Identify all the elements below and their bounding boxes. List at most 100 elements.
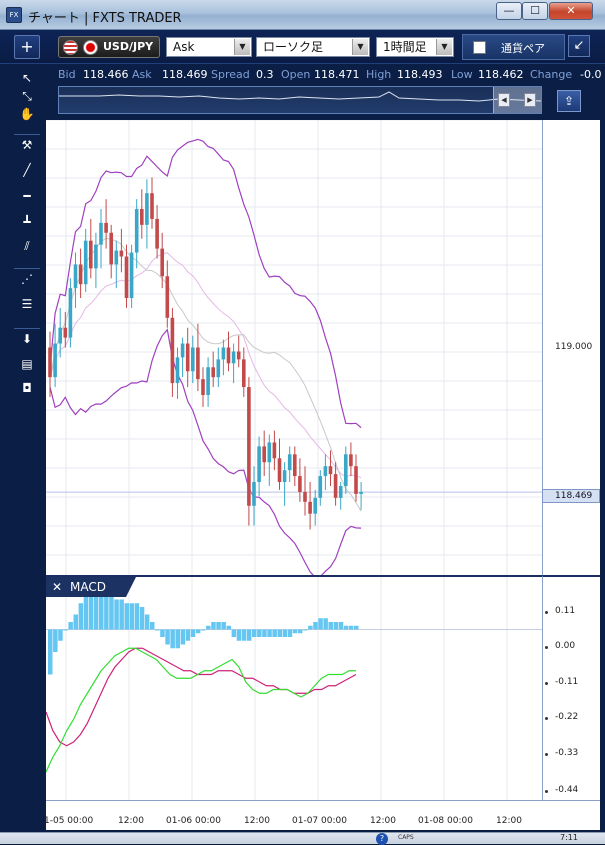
title-bar[interactable]: FX チャート | FXTS TRADER — ☐ ✕ (0, 0, 605, 30)
nav-left-icon[interactable]: ◀ (498, 93, 510, 107)
candle-body (349, 454, 353, 467)
hand-icon[interactable]: ✋ (19, 107, 35, 121)
macd-axis: 0.11 0.00 -0.11 -0.22 -0.33 -0.44 (542, 575, 600, 800)
macd-histogram-bar (206, 625, 211, 630)
low-value: 118.462 (478, 68, 524, 81)
scroll-to-latest-icon[interactable]: ⇪ (557, 90, 581, 112)
download-icon[interactable]: ⬇ (14, 328, 40, 348)
candle-body (298, 476, 302, 492)
bollinger-lower-line (49, 328, 362, 575)
candle-body (191, 347, 195, 372)
macd-histogram-bar (201, 629, 206, 631)
macd-histogram-bar (338, 622, 344, 630)
macd-histogram-bar (99, 592, 104, 630)
period-value: 1時間足 (383, 40, 427, 54)
candle-body (160, 248, 164, 277)
macd-histogram-bar (318, 618, 323, 630)
candle-body (354, 466, 358, 494)
chart-type-dropdown[interactable]: ローソク足 ▼ (256, 37, 370, 57)
chevron-down-icon[interactable]: ▼ (352, 39, 368, 55)
chevron-down-icon[interactable]: ▼ (436, 39, 452, 55)
compare-label: 通貨ペア (501, 42, 545, 55)
fan-icon[interactable]: ⋰ (14, 268, 40, 288)
candle-body (124, 256, 129, 299)
candle-body (114, 250, 119, 265)
macd-histogram-bar (252, 629, 257, 637)
macd-histogram-bar (144, 614, 150, 630)
candle-body (216, 359, 221, 378)
macd-histogram-bar (226, 625, 231, 630)
macd-histogram-bar (155, 629, 160, 631)
macd-header: ✕ MACD (46, 577, 126, 597)
help-icon[interactable]: ? (376, 833, 388, 845)
macd-histogram-bar (63, 629, 68, 631)
candle-body (119, 250, 124, 257)
candle-body (242, 359, 246, 388)
tick-marker (545, 717, 548, 720)
tick-marker (545, 682, 548, 685)
compare-checkbox[interactable] (473, 41, 486, 54)
nav-right-icon[interactable]: ▶ (524, 93, 536, 107)
compare-pair-control[interactable]: 通貨ペア (462, 34, 565, 60)
candle-body (293, 454, 297, 477)
channel-icon[interactable]: ⫽ (24, 239, 30, 253)
macd-histogram-bar (78, 603, 84, 630)
vertical-line-icon[interactable]: ┻ (23, 215, 31, 229)
fibonacci-icon[interactable]: ☰ (21, 297, 33, 311)
bollinger-upper-line (49, 138, 362, 429)
chevron-down-icon[interactable]: ▼ (234, 39, 250, 55)
macd-histogram-bar (333, 622, 339, 630)
candle-body (150, 193, 154, 219)
price-type-dropdown[interactable]: Ask ▼ (166, 37, 252, 57)
macd-histogram-bar (323, 618, 328, 630)
candle-body (272, 442, 277, 459)
candle-body (236, 351, 241, 360)
maximize-button[interactable]: ☐ (522, 2, 548, 20)
macd-histogram-bar (170, 629, 175, 649)
candle-body (221, 347, 226, 360)
change-label: Change (530, 68, 573, 81)
macd-panel[interactable]: ✕ MACD (46, 575, 542, 800)
expand-icon[interactable]: ↙ (568, 35, 590, 57)
period-dropdown[interactable]: 1時間足 ▼ (376, 37, 454, 57)
macd-histogram-bar (175, 629, 180, 649)
ask-value: 118.469 (162, 68, 208, 81)
time-tick-label: 01-07 00:00 (292, 816, 347, 826)
minimize-button[interactable]: — (496, 2, 522, 20)
macd-histogram-bar (53, 629, 58, 652)
candle-body (170, 317, 175, 384)
spread-label: Spread (211, 68, 250, 81)
time-tick-label: 12:00 (118, 816, 144, 826)
close-button[interactable]: ✕ (549, 2, 593, 20)
symbol-selector[interactable]: USD/JPY (58, 36, 160, 58)
close-icon[interactable]: ✕ (51, 580, 63, 594)
price-chart[interactable] (46, 120, 542, 575)
camera-icon[interactable]: ◘ (22, 381, 32, 395)
macd-histogram-bar (114, 599, 119, 630)
candle-body (211, 367, 215, 378)
candle-body (99, 222, 103, 245)
pointer-icon[interactable]: ↖ (21, 71, 33, 85)
candle-body (129, 252, 134, 299)
chart-navigator[interactable]: ◀ ▶ (58, 86, 542, 114)
add-chart-button[interactable]: + (14, 35, 40, 59)
trend-line-icon[interactable]: ╱ (23, 163, 31, 177)
crosshair-pointer-icon[interactable]: ⤡ (22, 89, 32, 103)
candle-body (78, 264, 83, 285)
navigator-thumb[interactable]: ◀ ▶ (493, 87, 541, 113)
candle-body (73, 264, 78, 289)
horizontal-line-icon[interactable]: ━ (23, 189, 31, 203)
price-tick-label: 119.000 (555, 342, 593, 352)
macd-histogram-bar (160, 629, 165, 637)
candle-body (140, 209, 144, 225)
hammer-icon[interactable]: ⚒ (14, 134, 40, 154)
macd-histogram-bar (221, 622, 226, 630)
macd-histogram-bar (313, 622, 318, 630)
macd-histogram-bar (216, 622, 221, 630)
app-icon: FX (6, 7, 22, 23)
candle-body (252, 482, 256, 506)
chart-toolbar: + USD/JPY Ask ▼ ローソク足 ▼ 1時間足 ▼ 通貨ペア ↙ (0, 30, 605, 64)
candle-body (206, 367, 210, 395)
macd-tick-label: -0.22 (555, 712, 579, 722)
list-icon[interactable]: ▤ (21, 357, 33, 371)
